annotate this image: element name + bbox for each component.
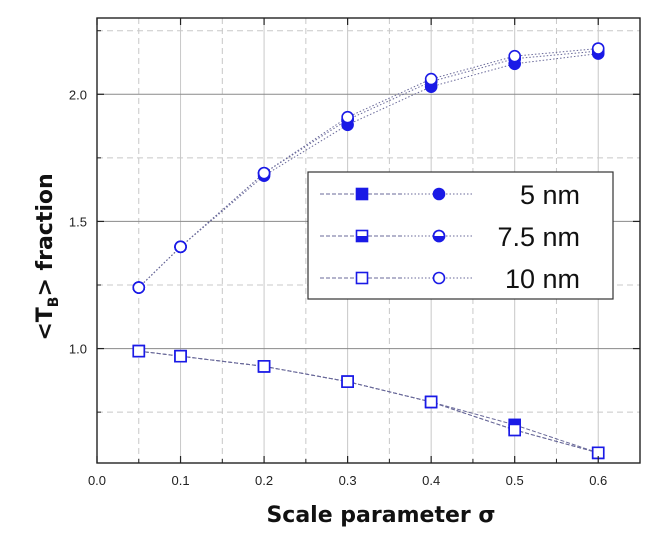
data-point bbox=[424, 395, 438, 409]
x-tick-label: 0.2 bbox=[255, 473, 273, 488]
y-tick-label: 1.0 bbox=[69, 342, 87, 357]
legend-circle-marker bbox=[432, 187, 446, 201]
grid-layer bbox=[97, 18, 640, 463]
x-tick-label: 0.3 bbox=[339, 473, 357, 488]
legend-label: 7.5 nm bbox=[497, 222, 580, 252]
data-point bbox=[508, 49, 521, 63]
legend-label: 10 nm bbox=[505, 264, 580, 294]
y-tick-label: 1.5 bbox=[69, 214, 87, 229]
data-point bbox=[132, 281, 146, 294]
legend-layer: 5 nm 7.5 nm 10 nm bbox=[307, 171, 614, 300]
data-point bbox=[257, 360, 271, 373]
series-line bbox=[138, 350, 599, 454]
data-point bbox=[132, 344, 146, 358]
legend-square-marker bbox=[355, 229, 369, 243]
x-tick-label: 0.0 bbox=[88, 473, 106, 488]
y-axis-title: <TB> fraction bbox=[33, 173, 62, 340]
series-line bbox=[138, 350, 599, 454]
legend-square-marker bbox=[355, 187, 369, 201]
data-point bbox=[341, 110, 354, 124]
x-tick-label: 0.5 bbox=[506, 473, 524, 488]
ticks-layer: 0.0 0.1 0.2 0.3 0.4 0.5 0.6 1.0 1.5 2.0 bbox=[69, 18, 641, 488]
frame-layer bbox=[96, 17, 641, 464]
series-line bbox=[138, 350, 599, 454]
legend-label: 5 nm bbox=[520, 180, 580, 210]
legend-square-marker bbox=[355, 271, 369, 285]
markers-layer bbox=[132, 42, 605, 460]
x-tick-label: 0.4 bbox=[422, 473, 440, 488]
legend-circle-marker bbox=[432, 271, 446, 285]
data-point bbox=[508, 423, 521, 437]
plot-frame bbox=[96, 17, 641, 464]
data-point bbox=[174, 240, 187, 254]
data-point bbox=[257, 166, 271, 180]
data-point bbox=[591, 42, 605, 55]
data-point bbox=[174, 349, 187, 363]
legend-circle-marker bbox=[432, 229, 446, 243]
x-tick-label: 0.6 bbox=[589, 473, 607, 488]
data-point bbox=[424, 72, 438, 86]
data-point bbox=[341, 375, 354, 388]
y-tick-label: 2.0 bbox=[69, 87, 87, 102]
x-axis-title: Scale parameter σ bbox=[266, 503, 495, 528]
x-tick-label: 0.1 bbox=[171, 473, 189, 488]
